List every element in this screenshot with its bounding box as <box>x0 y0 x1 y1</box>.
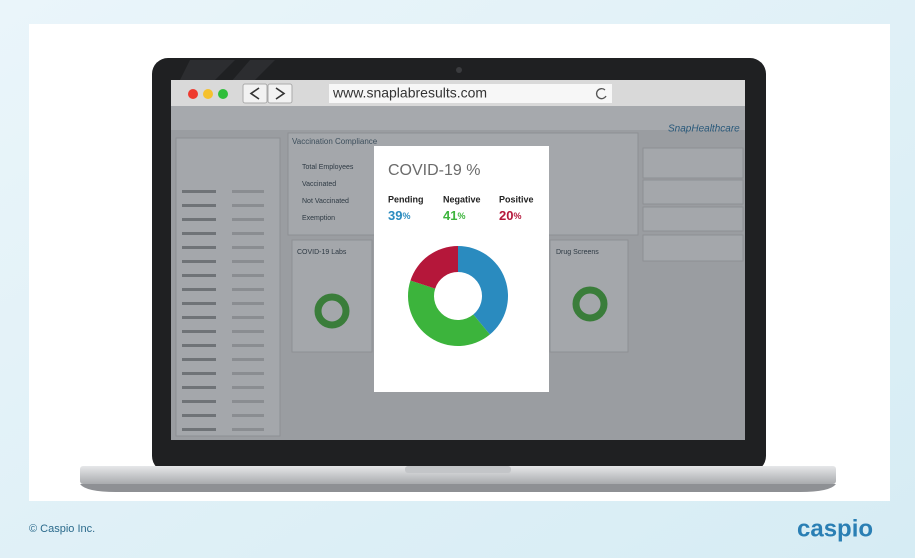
drug-panel <box>549 239 629 353</box>
card-title: COVID-19 % <box>388 162 480 179</box>
value-unit: % <box>457 211 465 221</box>
address-bar[interactable] <box>329 84 612 103</box>
legend-label: Negative <box>443 194 481 204</box>
sidebar-row-line <box>182 190 216 193</box>
sidebar-row-line <box>232 302 264 305</box>
legend-value: 39% <box>388 208 410 223</box>
side-card <box>642 179 744 205</box>
value-unit: % <box>513 211 521 221</box>
row-label: Vaccinated <box>302 181 336 188</box>
sidebar-row-line <box>182 204 216 207</box>
sidebar-row-line <box>232 372 264 375</box>
url: www.snaplabresults.com <box>332 85 487 101</box>
sidebar-row-line <box>182 344 216 347</box>
brand: SnapHealthcare <box>668 124 740 135</box>
legend-value: 41% <box>443 208 465 223</box>
sidebar-row-line <box>182 232 216 235</box>
sidebar-row-line <box>232 204 264 207</box>
drug-title: Drug Screens <box>556 249 599 256</box>
dashboard-nav <box>171 106 745 130</box>
donut-segment <box>458 246 508 335</box>
sidebar-row-line <box>232 428 264 431</box>
laptop-base <box>80 466 836 484</box>
labs-title: COVID-19 Labs <box>297 249 347 256</box>
forward-button[interactable] <box>267 83 293 104</box>
donut-segment <box>410 246 458 289</box>
value-number: 39 <box>388 208 402 223</box>
camera <box>456 67 462 73</box>
back-icon <box>249 87 260 100</box>
copyright: © Caspio Inc. <box>29 523 95 535</box>
sidebar-row-line <box>182 274 216 277</box>
logo: caspio <box>797 515 873 542</box>
sidebar-row-line <box>232 218 264 221</box>
sidebar-row-line <box>232 414 264 417</box>
compliance-rows: Total Employees Vaccinated Not Vaccinated E… <box>302 164 354 222</box>
value-number: 20 <box>499 208 513 223</box>
donut-segment <box>408 280 490 346</box>
sidebar-row-line <box>182 288 216 291</box>
legend: Pending 39% Negative 41% Positive 20% <box>388 194 534 223</box>
sidebar-row-line <box>182 372 216 375</box>
sidebar-row-line <box>232 246 264 249</box>
side-card <box>642 206 744 232</box>
sidebar-row-line <box>182 428 216 431</box>
row-label: Not Vaccinated <box>302 198 349 205</box>
maximize-button[interactable] <box>218 89 228 99</box>
donut <box>408 246 508 346</box>
sidebar-row-line <box>182 414 216 417</box>
sidebar-row-line <box>232 190 264 193</box>
sidebar-row-line <box>232 330 264 333</box>
sidebar-row-line <box>232 288 264 291</box>
sidebar-row-line <box>232 274 264 277</box>
side-card <box>642 147 744 179</box>
sidebar-list <box>175 137 281 437</box>
sidebar-row-line <box>232 386 264 389</box>
sidebar-row-line <box>182 260 216 263</box>
value-unit: % <box>402 211 410 221</box>
forward-icon <box>275 87 286 100</box>
reload-icon[interactable] <box>596 88 607 100</box>
sidebar-row-line <box>182 218 216 221</box>
laptop-base-edge <box>80 484 836 492</box>
row-label: Total Employees <box>302 164 354 171</box>
minimize-button[interactable] <box>203 89 213 99</box>
sidebar-row-line <box>232 344 264 347</box>
sidebar-rows <box>182 190 264 431</box>
close-button[interactable] <box>188 89 198 99</box>
sidebar-row-line <box>182 302 216 305</box>
sidebar-row-line <box>232 400 264 403</box>
legend-value: 20% <box>499 208 521 223</box>
sidebar-row-line <box>182 316 216 319</box>
row-label: Exemption <box>302 215 335 222</box>
panel-title: Vaccination Compliance <box>292 137 378 146</box>
sidebar-row-line <box>232 260 264 263</box>
sidebar-row-line <box>182 246 216 249</box>
sidebar-row-line <box>182 358 216 361</box>
labs-mini-donut <box>314 293 350 329</box>
side-card <box>642 234 744 262</box>
sidebar-row-line <box>182 330 216 333</box>
back-button[interactable] <box>242 83 268 104</box>
sidebar-row-line <box>232 316 264 319</box>
drug-mini-donut <box>572 286 608 322</box>
legend-label: Pending <box>388 194 424 204</box>
sidebar-row-line <box>232 232 264 235</box>
laptop-notch <box>405 466 511 473</box>
sidebar-row-line <box>182 400 216 403</box>
value-number: 41 <box>443 208 457 223</box>
sidebar-row-line <box>232 358 264 361</box>
sidebar-row-line <box>182 386 216 389</box>
legend-label: Positive <box>499 194 534 204</box>
